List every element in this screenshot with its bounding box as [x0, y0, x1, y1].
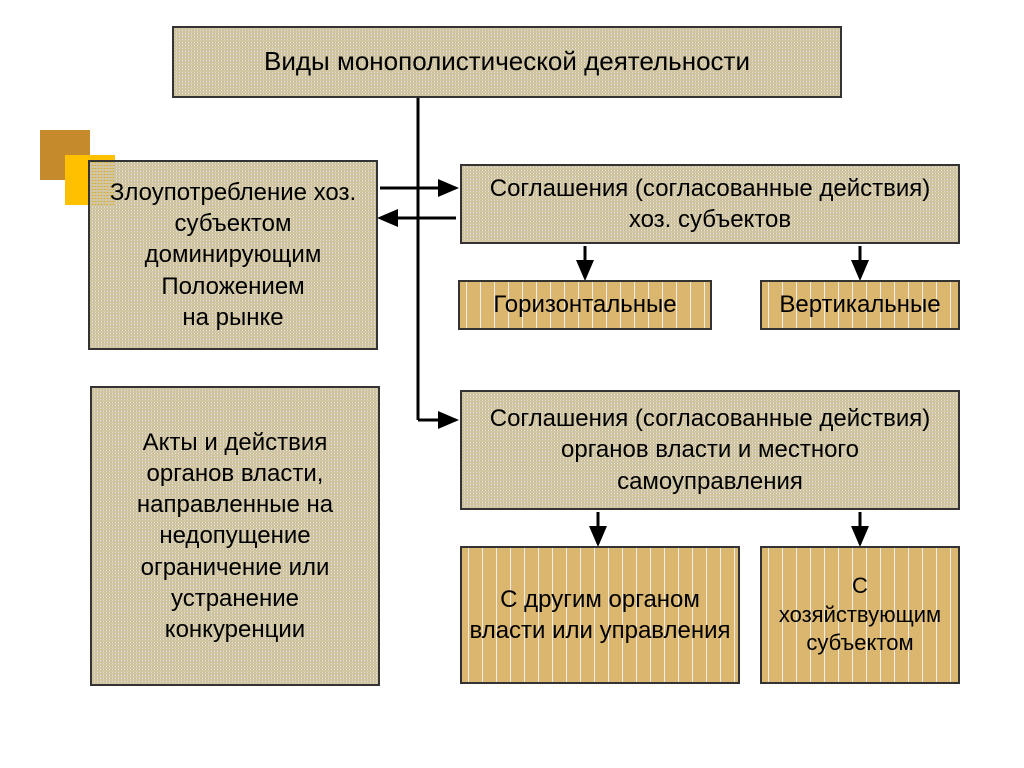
vertical-text: Вертикальные	[779, 289, 940, 320]
vertical-box: Вертикальные	[760, 280, 960, 330]
other-authority-text: С другим органом власти или управления	[468, 584, 732, 646]
acts-box: Акты и действия органов власти, направле…	[90, 386, 380, 686]
abuse-text: Злоупотребление хоз. субъектом доминирую…	[96, 177, 370, 333]
title-box: Виды монополистической деятельности	[172, 26, 842, 98]
agreements-authorities-box: Соглашения (согласованные действия) орга…	[460, 390, 960, 510]
acts-text: Акты и действия органов власти, направле…	[100, 427, 370, 645]
diagram-canvas: Виды монополистической деятельности Злоу…	[0, 0, 1024, 768]
other-authority-box: С другим органом власти или управления	[460, 546, 740, 684]
economic-subject-text: С хозяйствующим субъектом	[768, 572, 952, 658]
horizontal-text: Горизонтальные	[493, 289, 676, 320]
abuse-box: Злоупотребление хоз. субъектом доминирую…	[88, 160, 378, 350]
agreements-subjects-text: Соглашения (согласованные действия) хоз.…	[466, 173, 954, 235]
agreements-subjects-box: Соглашения (согласованные действия) хоз.…	[460, 164, 960, 244]
horizontal-box: Горизонтальные	[458, 280, 712, 330]
title-text: Виды монополистической деятельности	[264, 45, 750, 79]
economic-subject-box: С хозяйствующим субъектом	[760, 546, 960, 684]
agreements-authorities-text: Соглашения (согласованные действия) орга…	[468, 403, 952, 497]
